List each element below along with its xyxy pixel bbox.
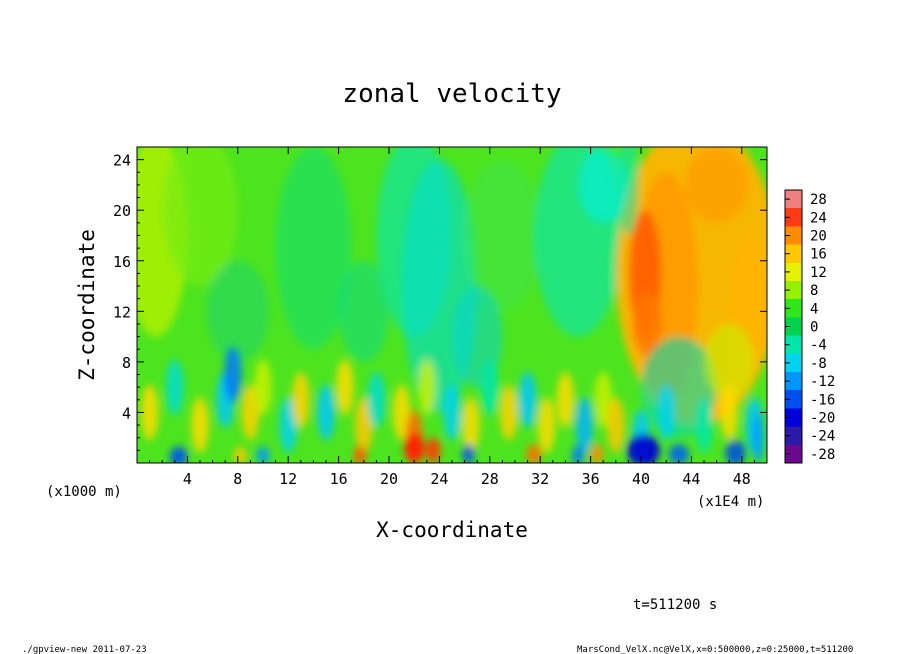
velocity-feature xyxy=(578,147,629,223)
colorbar-label: -8 xyxy=(810,356,827,372)
colorbar-label: -28 xyxy=(810,447,835,463)
x-tick-label: 16 xyxy=(330,470,348,488)
x-tick-label: 40 xyxy=(632,470,650,488)
velocity-feature xyxy=(234,446,247,463)
x-axis: 4 8 12 16 20 24 28 32 36 40 44 48 xyxy=(149,147,755,488)
velocity-feature xyxy=(725,440,746,463)
colorbar-label: -4 xyxy=(810,338,827,354)
colorbar-label: 12 xyxy=(810,265,827,281)
heatmap-features xyxy=(137,147,767,463)
velocity-feature xyxy=(480,359,499,415)
x-tick-label: 28 xyxy=(481,470,499,488)
velocity-feature xyxy=(338,260,389,362)
x-tick-label: 8 xyxy=(233,470,242,488)
colorbar-label: 8 xyxy=(810,283,818,299)
velocity-feature xyxy=(140,384,159,441)
velocity-feature xyxy=(254,359,272,415)
velocity-feature xyxy=(685,147,749,223)
velocity-feature xyxy=(537,397,556,453)
velocity-feature xyxy=(425,437,441,463)
x-tick-label: 32 xyxy=(531,470,549,488)
velocity-feature xyxy=(279,397,298,453)
x-tick-label: 12 xyxy=(279,470,297,488)
colorbar: 28 24 20 16 12 8 4 0 -4 -8 -12 -16 -20 -24 -28 xyxy=(784,189,835,464)
velocity-feature xyxy=(526,444,542,463)
colorbar-ticks: 28 24 20 16 12 8 4 0 -4 -8 -12 -16 -20 -24 -28 xyxy=(785,192,835,463)
velocity-feature xyxy=(518,371,537,428)
velocity-feature xyxy=(165,359,184,415)
velocity-feature xyxy=(499,384,518,441)
x-tick-label: 36 xyxy=(582,470,600,488)
y-axis: 4 8 12 16 20 24 xyxy=(113,152,767,451)
y-tick-label: 4 xyxy=(122,404,131,422)
velocity-feature xyxy=(241,384,260,441)
colorbar-label: -24 xyxy=(810,429,835,445)
velocity-feature xyxy=(443,384,461,441)
y-tick-label: 20 xyxy=(113,202,131,220)
velocity-feature xyxy=(464,159,541,312)
colorbar-label: -20 xyxy=(810,411,835,427)
velocity-feature xyxy=(336,359,354,415)
colorbar-label: 28 xyxy=(810,192,827,208)
x-axis-label: X-coordinate xyxy=(376,518,528,542)
x-tick-label: 4 xyxy=(183,470,192,488)
y-tick-label: 16 xyxy=(113,253,131,271)
y-tick-label: 24 xyxy=(113,152,131,170)
x-unit-left: (x1000 m) xyxy=(46,484,122,500)
x-tick-label: 20 xyxy=(380,470,398,488)
velocity-feature xyxy=(291,371,310,428)
y-tick-label: 8 xyxy=(122,354,131,372)
velocity-feature xyxy=(317,384,335,441)
y-tick-label: 12 xyxy=(113,303,131,321)
colorbar-label: 0 xyxy=(810,320,818,336)
velocity-feature xyxy=(417,359,436,415)
velocity-feature xyxy=(169,446,188,463)
heatmap-field xyxy=(137,147,767,463)
colorbar-label: 16 xyxy=(810,247,827,263)
colorbar-label: 20 xyxy=(810,229,827,245)
velocity-feature xyxy=(571,445,585,463)
velocity-feature xyxy=(162,147,238,287)
velocity-feature xyxy=(575,397,594,453)
velocity-feature xyxy=(618,147,639,236)
velocity-feature xyxy=(275,147,352,350)
x-tick-label: 48 xyxy=(733,470,751,488)
x-tick-label: 24 xyxy=(430,470,448,488)
velocity-feature xyxy=(720,384,739,441)
velocity-feature xyxy=(704,323,755,400)
velocity-feature xyxy=(695,397,713,453)
velocity-feature xyxy=(462,397,480,453)
colorbar-label: -12 xyxy=(810,374,835,390)
velocity-feature xyxy=(657,384,676,441)
velocity-feature xyxy=(206,260,270,362)
velocity-feature xyxy=(590,444,604,463)
velocity-feature xyxy=(632,292,663,356)
x-tick-label: 44 xyxy=(682,470,700,488)
colorbar-label: -16 xyxy=(810,392,835,408)
time-label: t=511200 s xyxy=(633,597,717,613)
velocity-feature xyxy=(223,346,242,403)
velocity-feature xyxy=(392,384,411,441)
velocity-feature xyxy=(668,444,689,463)
velocity-feature xyxy=(627,433,660,463)
y-axis-label: Z-coordinate xyxy=(75,229,99,381)
velocity-feature xyxy=(256,446,270,463)
velocity-feature xyxy=(353,445,367,463)
chart-title: zonal velocity xyxy=(342,79,561,109)
velocity-feature xyxy=(404,432,425,463)
velocity-feature xyxy=(191,397,209,453)
velocity-feature xyxy=(367,371,386,428)
velocity-feature xyxy=(594,371,613,428)
source-label: MarsCond_VelX.nc@VelX,x=0:500000,z=0:250… xyxy=(577,645,853,654)
colorbar-label: 24 xyxy=(810,210,827,226)
program-label: ./gpview-new 2011-07-23 xyxy=(22,645,147,654)
velocity-feature xyxy=(751,412,765,463)
velocity-feature xyxy=(606,397,625,453)
colorbar-label: 4 xyxy=(810,301,818,317)
velocity-feature xyxy=(462,444,475,463)
x-unit-right: (x1E4 m) xyxy=(697,494,764,510)
velocity-feature xyxy=(556,371,575,428)
velocity-feature xyxy=(354,397,373,453)
